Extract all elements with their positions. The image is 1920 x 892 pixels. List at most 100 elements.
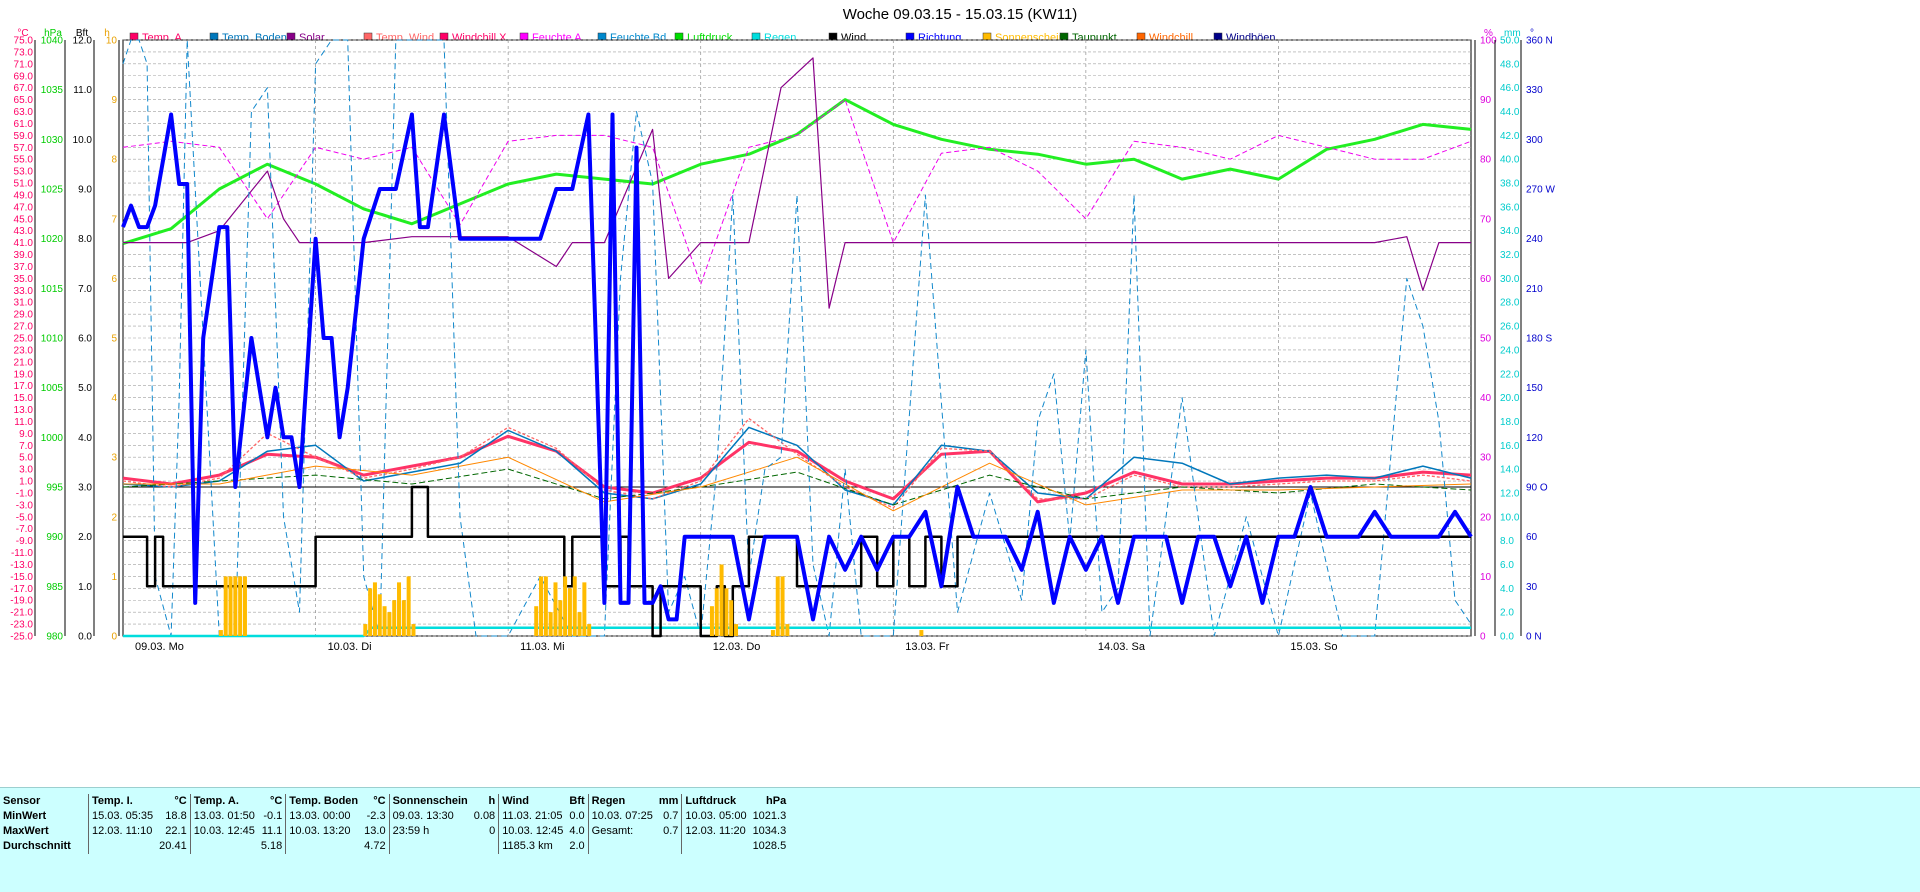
rain-axis-tick-label: 24.0 [1500, 345, 1520, 356]
sunshine-bar [785, 624, 790, 636]
sunshine-bar [401, 600, 406, 636]
sunshine-bar [734, 624, 739, 636]
sunshine-bar [563, 576, 568, 636]
sunshine-bar [242, 576, 247, 636]
summary-cell: 10.03. 12:45 [498, 824, 567, 839]
sunshine-bar [719, 564, 724, 636]
temp-axis-tick-label: 31.0 [14, 298, 34, 309]
summary-cell [285, 839, 362, 854]
sunshine-axis-tick-label: 9 [111, 95, 117, 106]
day-label: 11.03. Mi [520, 641, 564, 653]
humidity-axis-tick-label: 50 [1480, 334, 1492, 345]
humidity-axis-tick-label: 70 [1480, 214, 1492, 225]
temp-axis-tick-label: 17.0 [14, 381, 34, 392]
sunshine-bar [382, 606, 387, 636]
temp-axis-tick-label: 9.0 [19, 429, 33, 440]
group-unit: °C [373, 795, 386, 807]
summary-value: 11.1 [261, 825, 283, 837]
temp-axis-tick-label: -17.0 [10, 584, 33, 595]
humidity-axis-tick-label: 40 [1480, 393, 1492, 404]
pressure-axis-tick-label: 1005 [41, 383, 64, 394]
sunshine-bar [233, 576, 238, 636]
sunshine-bar [780, 576, 785, 636]
group-name: Temp. I. [88, 794, 157, 809]
sunshine-axis-tick-label: 0 [111, 632, 117, 643]
temp-axis-tick-label: 5.0 [19, 453, 33, 464]
sunshine-bar [534, 606, 539, 636]
summary-value: 18.8 [165, 810, 187, 822]
summary-value: 0.0 [569, 810, 585, 822]
summary-cell: 23:59 h [388, 824, 471, 839]
rain-axis-tick-label: 36.0 [1500, 202, 1520, 213]
summary-value: 0.08 [473, 810, 496, 822]
day-label: 15.03. So [1290, 641, 1337, 653]
group-unit: hPa [766, 795, 787, 807]
wind-axis-tick-label: 3.0 [78, 483, 92, 494]
sunshine-bar [724, 588, 729, 636]
summary-row-label: Durchschnitt [3, 840, 71, 852]
temp-axis-tick-label: -1.0 [16, 488, 34, 499]
rain-axis-tick-label: 42.0 [1500, 131, 1520, 142]
temp-axis-tick-label: 15.0 [14, 393, 34, 404]
temp-axis-tick-label: 45.0 [14, 214, 34, 225]
summary-value: -2.3 [366, 810, 386, 822]
sunshine-bar [587, 624, 592, 636]
humidity-axis-tick-label: 10 [1480, 572, 1492, 583]
day-label: 09.03. Mo [135, 641, 184, 653]
temp-axis-tick-label: 29.0 [14, 310, 34, 321]
summary-cell: 13.03. 01:50 [189, 809, 258, 824]
sunshine-bar [558, 600, 563, 636]
rain-axis-tick-label: 4.0 [1500, 584, 1514, 595]
summary-value: -0.1 [263, 810, 283, 822]
sunshine-bar [770, 630, 775, 636]
rain-axis-unit: mm [1504, 28, 1521, 39]
humidity-axis-tick-label: 80 [1480, 155, 1492, 166]
summary-cell: 12.03. 11:20 [681, 824, 750, 839]
summary-cell: 10.03. 13:20 [285, 824, 362, 839]
temp-axis-tick-label: 71.0 [14, 59, 34, 70]
temp-axis-tick-label: 49.0 [14, 190, 34, 201]
direction-axis-tick-label: 0 N [1526, 632, 1542, 643]
group-name: Temp. Boden [285, 794, 362, 809]
temp-axis-tick-label: 75.0 [14, 36, 34, 47]
temp-axis-tick-label: -15.0 [10, 572, 33, 583]
rain-axis-tick-label: 22.0 [1500, 369, 1520, 380]
summary-cell: Gesamt: [587, 824, 656, 839]
summary-value: 1034.3 [752, 825, 787, 837]
temp-axis-tick-label: -11.0 [11, 548, 33, 559]
pressure-axis-tick-label: 1010 [41, 334, 64, 345]
summary-cell [681, 839, 750, 854]
direction-axis-tick-label: 240 [1526, 234, 1543, 245]
temp-axis-tick-label: 1.0 [19, 477, 33, 488]
summary-cell: 1185.3 km [498, 839, 567, 854]
sunshine-bar [553, 582, 558, 636]
sunshine-bar [387, 612, 392, 636]
temp-axis-tick-label: -5.0 [16, 512, 34, 523]
rain-axis-tick-label: 38.0 [1500, 179, 1520, 190]
temp-axis-tick-label: 7.0 [19, 441, 33, 452]
sunshine-bar [377, 594, 382, 636]
summary-value: 5.18 [260, 840, 283, 852]
direction-axis-tick-label: 360 N [1526, 36, 1553, 47]
humidity-axis-tick-label: 60 [1480, 274, 1492, 285]
summary-cell: 13.03. 00:00 [285, 809, 362, 824]
temp-axis-tick-label: 53.0 [14, 167, 34, 178]
sunshine-bar [238, 576, 243, 636]
sunshine-axis-tick-label: 10 [106, 36, 118, 47]
direction-axis-tick-label: 30 [1526, 582, 1538, 593]
temp-axis-tick-label: 35.0 [14, 274, 34, 285]
temp-axis-tick-label: -13.0 [10, 560, 33, 571]
sunshine-bar [392, 600, 397, 636]
temp-axis-tick-label: 41.0 [14, 238, 34, 249]
sunshine-bar [228, 576, 233, 636]
series-line-taupunkt [122, 468, 1472, 506]
humidity-axis-tick-label: 20 [1480, 512, 1492, 523]
group-unit: °C [174, 795, 187, 807]
direction-axis-tick-label: 330 [1526, 85, 1543, 96]
pressure-axis-tick-label: 1030 [41, 135, 64, 146]
day-label: 10.03. Di [328, 641, 372, 653]
pressure-axis-tick-label: 990 [46, 532, 63, 543]
sunshine-axis-tick-label: 6 [111, 274, 117, 285]
summary-cell: 12.03. 11:10 [88, 824, 157, 839]
pressure-axis-tick-label: 985 [46, 582, 63, 593]
